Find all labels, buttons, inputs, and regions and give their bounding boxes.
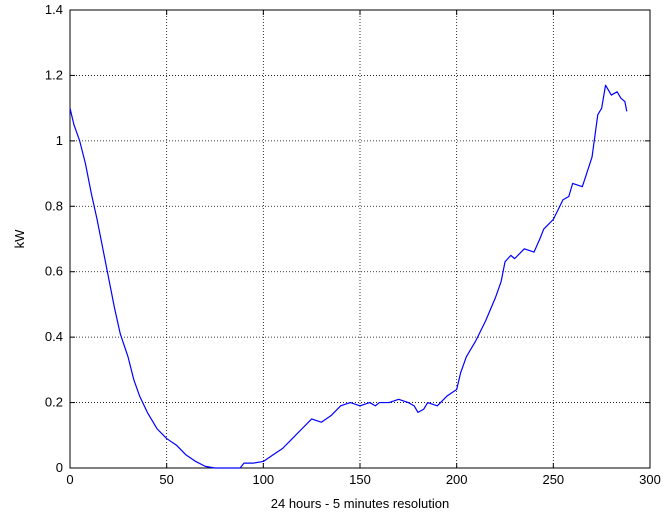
y-tick-label: 1 — [56, 133, 63, 148]
x-tick-label: 50 — [159, 472, 173, 487]
x-tick-label: 200 — [446, 472, 468, 487]
x-tick-label: 150 — [349, 472, 371, 487]
series-layer — [69, 84, 628, 469]
x-tick-label: 100 — [252, 472, 274, 487]
y-tick-label: 0.6 — [45, 264, 63, 279]
y-tick-label: 0.4 — [45, 329, 63, 344]
y-tick-label: 0.8 — [45, 198, 63, 213]
x-tick-label: 0 — [66, 472, 73, 487]
x-tick-label: 300 — [639, 472, 661, 487]
x-axis-title: 24 hours - 5 minutes resolution — [271, 496, 449, 511]
x-tick-label: 250 — [542, 472, 564, 487]
grid-lines — [70, 10, 650, 468]
axis-ticks: 0 50 100 150 200 250 300 0 0.2 0.4 0.6 0.8 1 1.2 1.4 — [45, 2, 661, 487]
y-tick-label: 0.2 — [45, 395, 63, 410]
y-tick-label: 1.2 — [45, 67, 63, 82]
series-line — [69, 84, 628, 469]
y-tick-label: 1.4 — [45, 2, 63, 17]
y-tick-label: 0 — [56, 460, 63, 475]
y-axis-title: kW — [12, 229, 27, 249]
